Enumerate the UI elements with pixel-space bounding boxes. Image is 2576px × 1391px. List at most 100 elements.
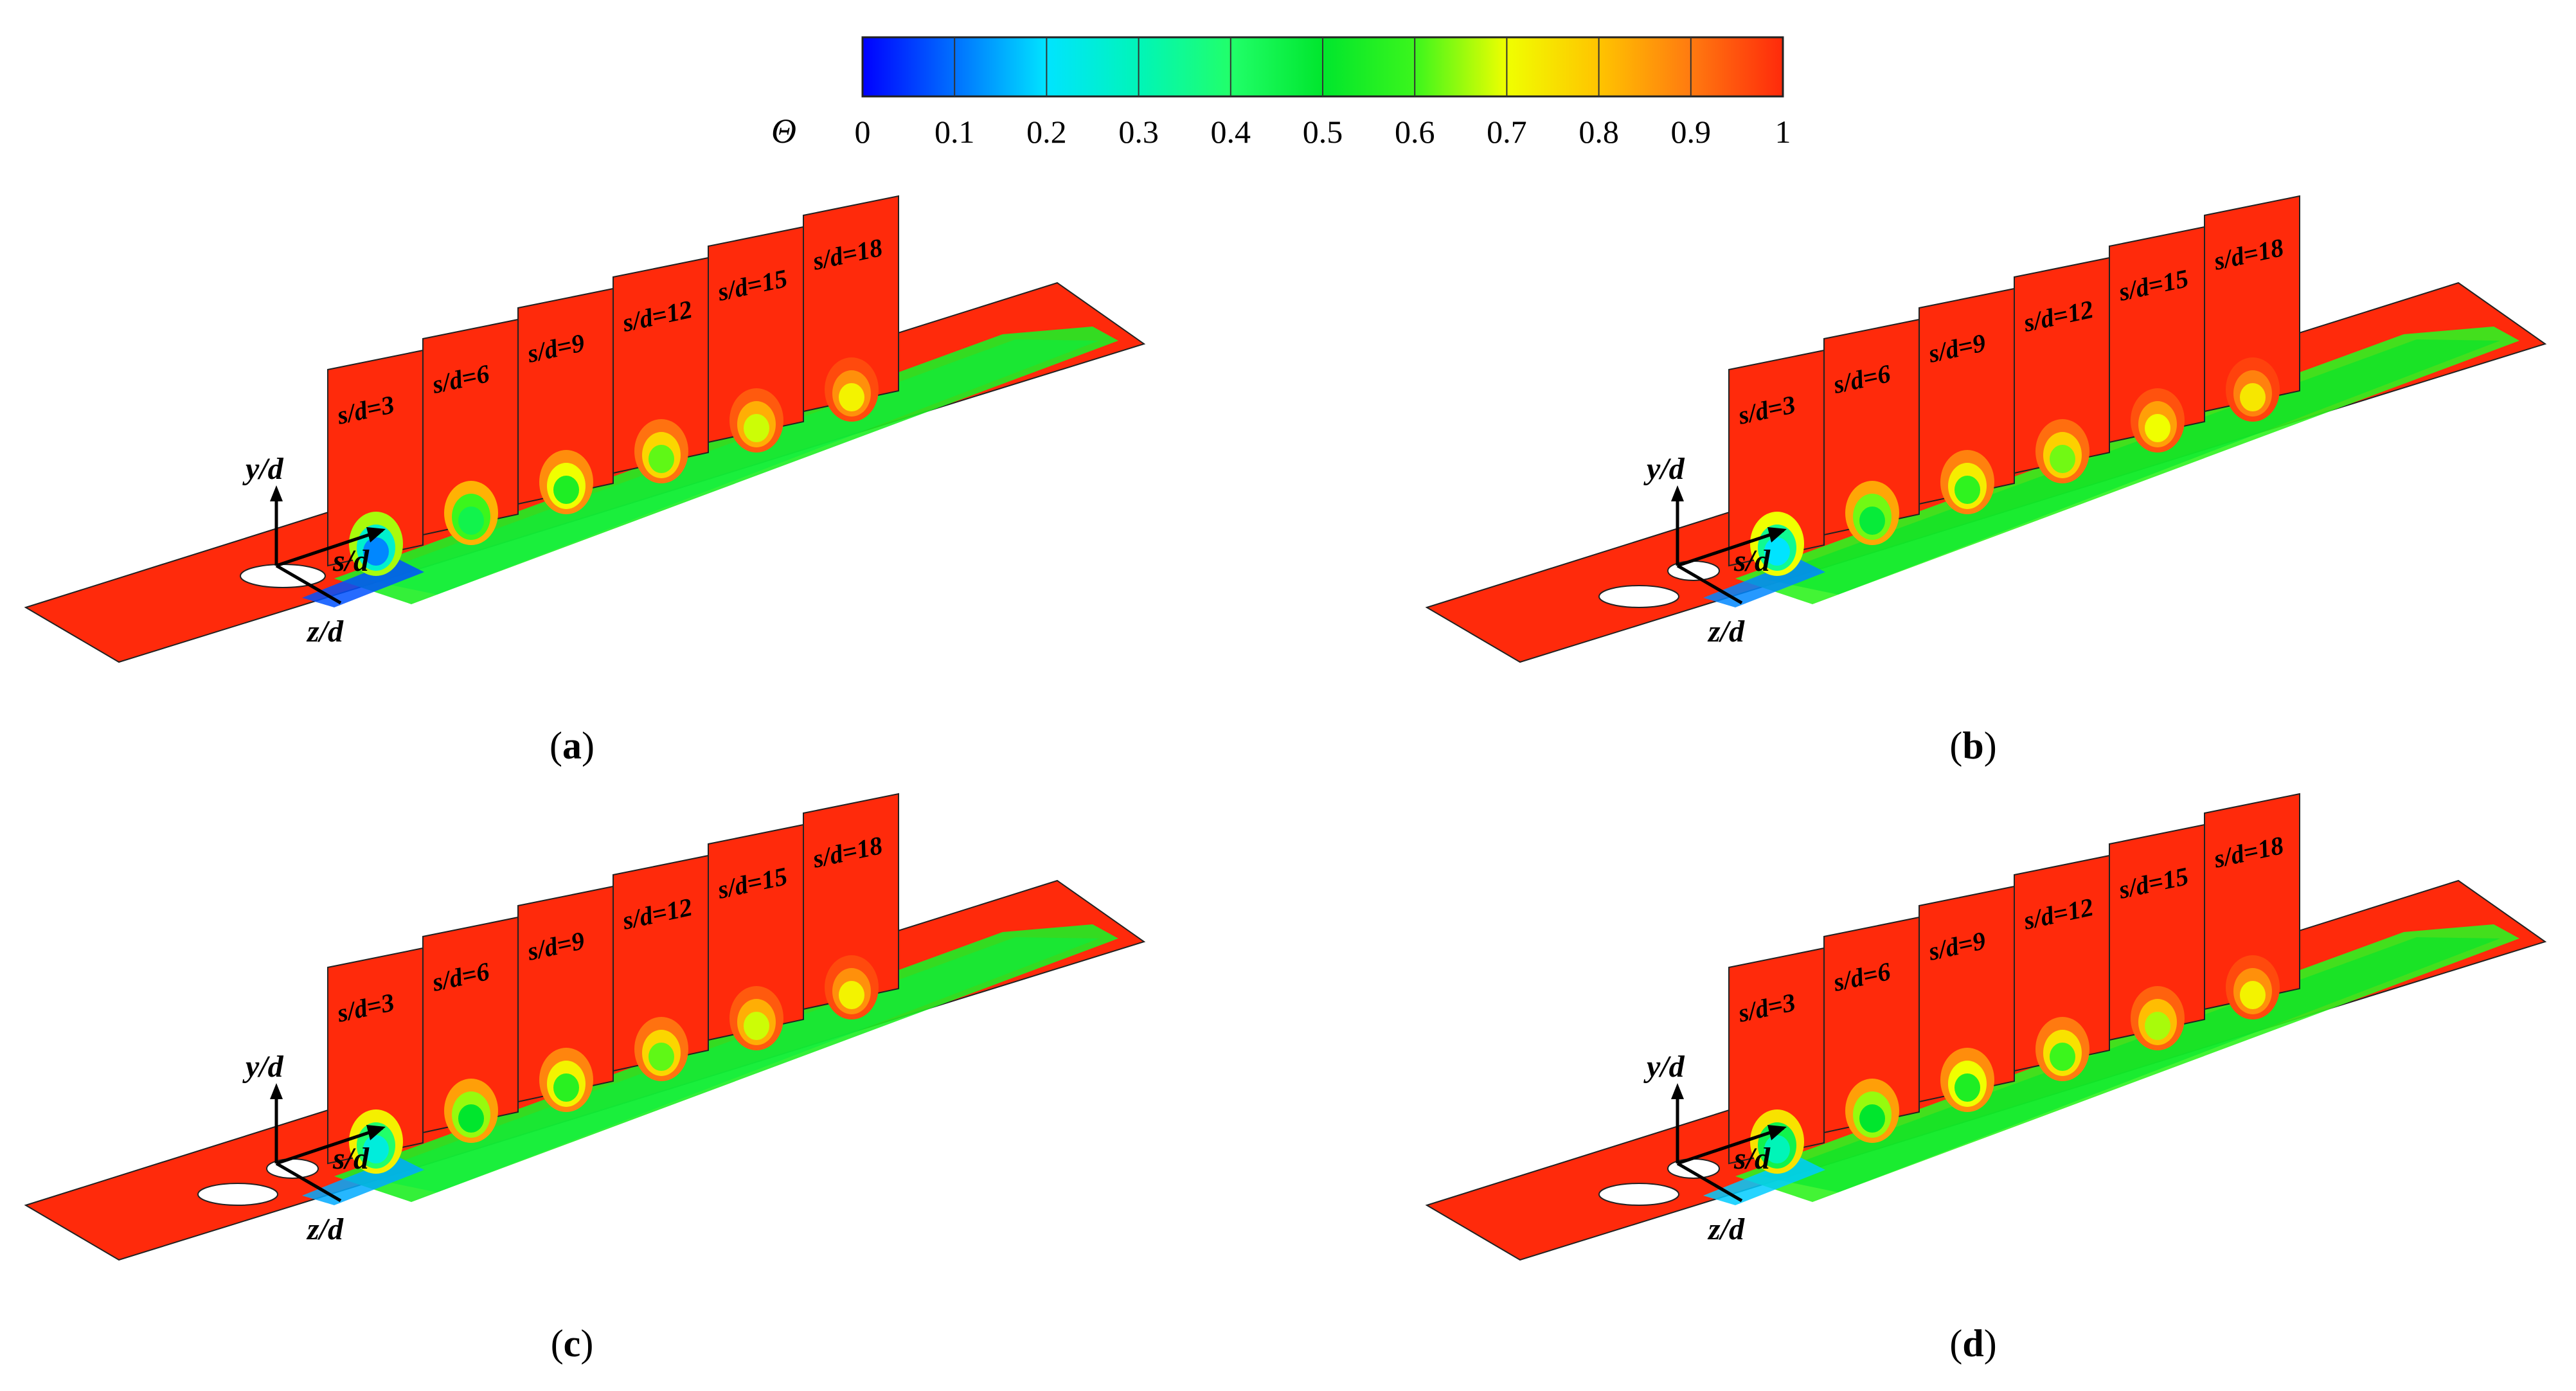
plane-contour-core [2240, 981, 2266, 1009]
plane-contour-core [1954, 1073, 1980, 1102]
z-axis-label: z/d [1707, 1212, 1745, 1246]
panel-a: s/d=3s/d=6s/d=9s/d=12s/d=15s/d=18y/ds/dz… [24, 195, 1146, 767]
z-axis-arrow [1676, 1162, 1743, 1203]
plane-contour-core [648, 445, 674, 473]
plane-contour-core [553, 476, 579, 504]
y-axis-label: y/d [242, 452, 284, 486]
plane-s-d-15: s/d=15 [708, 226, 804, 453]
plane-s-d-18: s/d=18 [803, 793, 899, 1019]
plane-contour-core [2050, 445, 2075, 473]
s-axis-arrow [1677, 1126, 1784, 1165]
s-axis-label: s/d [332, 544, 370, 578]
colorbar-tick-label: 0.8 [1579, 114, 1619, 150]
s-axis-label: s/d [1733, 544, 1771, 578]
y-axis-arrowhead [1671, 485, 1684, 501]
plane-contour-core [1859, 1104, 1885, 1133]
plane-contour-core [1859, 507, 1885, 535]
colorbar-tick-label: 0 [855, 114, 871, 150]
plane-contour-core [648, 1043, 674, 1071]
plane-contour-core [363, 537, 389, 566]
y-axis-arrowhead [270, 485, 283, 501]
coordinate-axes: y/d s/d z/d [242, 1050, 386, 1246]
film-hole [266, 1158, 319, 1179]
coolant-near-hole [1703, 1157, 1825, 1205]
plane-contour-core [1954, 476, 1980, 504]
coolant-near-hole [1703, 559, 1825, 607]
plane-s-d-18: s/d=18 [803, 195, 899, 422]
colorbar-tick-label: 0.1 [935, 114, 975, 150]
colorbar-tick-labels: 0 0.1 0.2 0.3 0.4 0.5 0.6 0.7 0.8 0.9 1 [855, 114, 1791, 150]
coolant-trail-core [360, 937, 1099, 1192]
colorbar-tick-label: 0.4 [1211, 114, 1251, 150]
panel-caption: (b) [1949, 724, 1996, 767]
coordinate-axes: y/d s/d z/d [1643, 452, 1787, 649]
coordinate-axes: y/d s/d z/d [1643, 1050, 1787, 1246]
plane-s-d-6: s/d=6 [422, 916, 519, 1143]
s-axis-arrow [276, 528, 383, 568]
colorbar-tick-label: 0.5 [1303, 114, 1343, 150]
plane-s-d-12: s/d=12 [613, 854, 709, 1081]
s-axis-arrow [1677, 528, 1784, 568]
plane-s-d-3: s/d=3 [327, 947, 424, 1174]
panel-c: s/d=3s/d=6s/d=9s/d=12s/d=15s/d=18 y/d s/d z… [24, 793, 1146, 1365]
panel-caption: (a) [550, 724, 595, 767]
plane-s-d-18: s/d=18 [2204, 195, 2300, 422]
plane-contour-core [1764, 537, 1790, 566]
plane-contour-core [1764, 1135, 1790, 1163]
film-hole [1598, 1183, 1679, 1206]
plane-s-d-15: s/d=15 [2109, 823, 2205, 1050]
colorbar-tick-label: 0.7 [1487, 114, 1527, 150]
plane-s-d-9: s/d=9 [1919, 287, 2015, 514]
plane-contour-core [839, 383, 864, 411]
plane-contour-core [458, 507, 484, 535]
plane-contour-core [553, 1073, 579, 1102]
plane-contour-core [2145, 1012, 2170, 1040]
s-axis-label: s/d [1733, 1142, 1771, 1176]
panels: s/d=3s/d=6s/d=9s/d=12s/d=15s/d=18y/ds/dz… [24, 195, 2547, 1365]
panel-b: s/d=3s/d=6s/d=9s/d=12s/d=15s/d=18 y/d s/d z… [1425, 195, 2547, 767]
plane-s-d-6: s/d=6 [1823, 318, 1920, 545]
plane-s-d-9: s/d=9 [517, 885, 614, 1112]
colorbar-dividers [954, 37, 1692, 96]
coolant-near-hole [302, 559, 424, 607]
y-axis-arrowhead [1671, 1083, 1684, 1099]
plane-contour-core [2240, 383, 2266, 411]
colorbar: Θ 0 0.1 0.2 0.3 0.4 0.5 0.6 0.7 0.8 0.9 1 [771, 36, 1791, 150]
y-axis-label: y/d [1643, 452, 1685, 486]
plane-contour-core [744, 414, 769, 442]
plane-s-d-9: s/d=9 [517, 287, 614, 514]
film-hole [1598, 585, 1679, 608]
plane-contour-core [2145, 414, 2170, 442]
plane-contour-core [363, 1135, 389, 1163]
y-axis-arrowhead [270, 1083, 283, 1099]
film-hole [1667, 1158, 1720, 1179]
z-axis-arrow [1676, 564, 1743, 605]
y-axis-label: y/d [1643, 1050, 1685, 1084]
colorbar-tick-label: 1 [1775, 114, 1791, 150]
panel-caption: (c) [551, 1322, 594, 1365]
z-axis-label: z/d [306, 615, 344, 649]
z-axis-arrow [275, 564, 342, 605]
panel-d: s/d=3s/d=6s/d=9s/d=12s/d=15s/d=18y/ds/dz… [1425, 793, 2547, 1365]
plane-contour-core [839, 981, 864, 1009]
plane-contour-core [744, 1012, 769, 1040]
plane-s-d-15: s/d=15 [708, 823, 804, 1050]
coolant-trail-core [360, 339, 1099, 595]
z-axis-label: z/d [306, 1212, 344, 1246]
plane-s-d-6: s/d=6 [1823, 916, 1920, 1143]
s-axis-label: s/d [332, 1142, 370, 1176]
coolant-near-hole [302, 1157, 424, 1205]
z-axis-label: z/d [1707, 615, 1745, 649]
plane-s-d-12: s/d=12 [2014, 256, 2110, 483]
plane-contour-core [458, 1104, 484, 1133]
coolant-trail-core [1761, 339, 2500, 595]
coolant-trail-core [1761, 937, 2500, 1192]
coordinate-axes: y/d s/d z/d [242, 452, 386, 649]
s-axis-arrowhead [1767, 1125, 1787, 1140]
s-axis-arrow [276, 1126, 383, 1165]
colorbar-tick-label: 0.6 [1395, 114, 1435, 150]
colorbar-tick-label: 0.2 [1026, 114, 1067, 150]
plane-s-d-6: s/d=6 [422, 318, 519, 545]
s-axis-arrowhead [366, 527, 386, 543]
